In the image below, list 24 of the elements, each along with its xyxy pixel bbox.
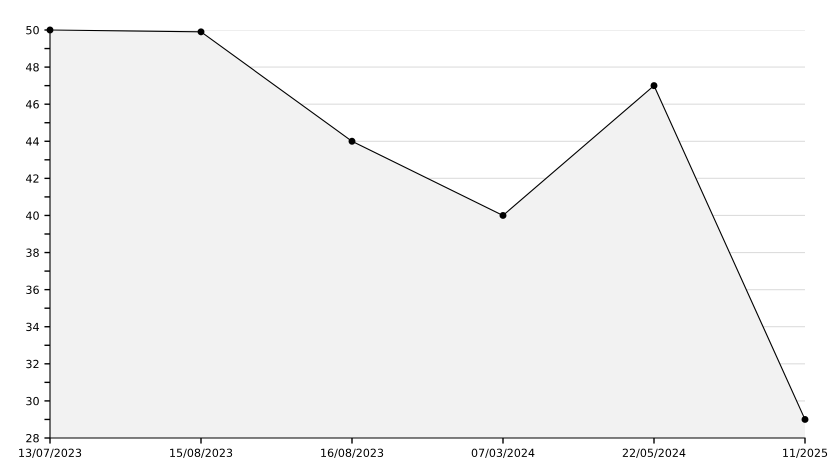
x-tick-label: 13/07/2023 (19, 448, 82, 458)
point (500, 212, 506, 219)
y-tick-label: 34 (26, 322, 39, 332)
y-tick-label: 44 (26, 137, 39, 146)
x-tick-label: 07/03/2024 (472, 448, 534, 458)
point (802, 416, 808, 423)
y-tick-label: 30 (26, 396, 39, 406)
y-tick-label: 32 (26, 360, 38, 368)
point (650, 82, 658, 90)
x-tick-label: 22/05/2024 (622, 448, 686, 458)
point (46, 26, 54, 34)
point (198, 28, 204, 36)
y-tick-label: 36 (26, 286, 39, 294)
point (348, 138, 356, 145)
y-tick-label: 48 (26, 63, 39, 72)
x-tick-label: 11/2025 (783, 448, 828, 458)
y-tick-label: 28 (26, 434, 39, 442)
y-tick-label: 42 (26, 174, 38, 183)
y-tick-label: 40 (26, 211, 39, 220)
y-tick-label: 46 (26, 100, 39, 109)
y-tick-label: 38 (26, 248, 39, 257)
x-tick-label: 15/08/2023 (170, 448, 232, 458)
x-tick-label: 16/08/2023 (321, 448, 384, 458)
y-tick-label: 50 (26, 26, 39, 34)
